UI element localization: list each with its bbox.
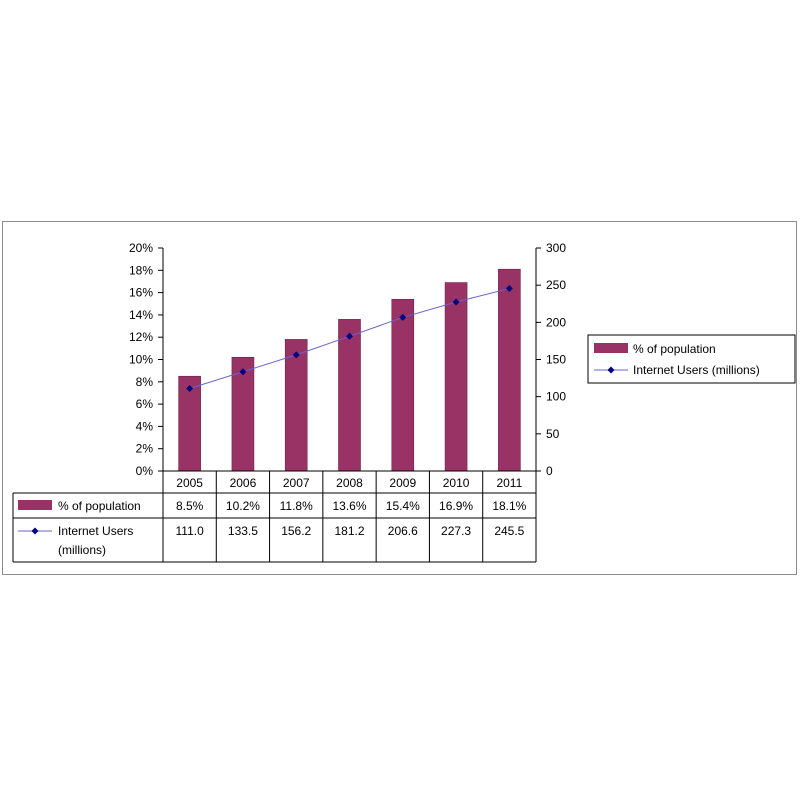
right-tick-label: 300 [546, 241, 566, 255]
legend-label: % of population [633, 342, 716, 356]
chart-svg: 0% 2% 4% 6% 8% 10% 12% 14% 16% 18% 20% 0 50 100 150 20… [12, 241, 796, 563]
table-cell-value: 16.9% [439, 499, 473, 513]
left-tick-label: 16% [129, 286, 153, 300]
left-tick-label: 14% [129, 308, 153, 322]
table-cell-value: 227.3 [441, 524, 471, 538]
legend-bar-key [594, 343, 628, 353]
right-tick-label: 200 [546, 315, 566, 329]
table-cell-value: 10.2% [226, 499, 260, 513]
left-tick-label: 12% [129, 330, 153, 344]
legend: % of population Internet Users (millions) [587, 334, 796, 384]
left-tick-label: 6% [136, 397, 154, 411]
table-cell-value: 181.2 [334, 524, 364, 538]
category-label: 2007 [283, 476, 310, 490]
chart-frame: 0% 2% 4% 6% 8% 10% 12% 14% 16% 18% 20% 0 50 100 150 20… [2, 221, 797, 575]
bar [391, 298, 415, 472]
table-row-label: Internet Users [58, 524, 133, 538]
table-cell-value: 11.8% [280, 499, 313, 513]
table-cell-value: 111.0 [176, 524, 205, 538]
line-marker [505, 285, 513, 293]
table-row-label: (millions) [58, 543, 106, 557]
left-tick-label: 18% [129, 263, 153, 277]
table-cell-value: 13.6% [332, 499, 366, 513]
category-label: 2010 [443, 476, 470, 490]
legend-marker-key [607, 366, 615, 374]
table-cell-value: 156.2 [281, 524, 311, 538]
right-tick-label: 100 [546, 390, 566, 404]
left-tick-label: 0% [136, 464, 154, 478]
data-table: 2005 2006 2007 2008 2009 2010 2011 % of populat… [12, 470, 537, 563]
left-tick-label: 20% [129, 241, 153, 255]
category-label: 2009 [389, 476, 416, 490]
bar [284, 339, 308, 472]
table-cell-value: 245.5 [494, 524, 524, 538]
legend-label: Internet Users (millions) [633, 363, 760, 377]
line-marker [452, 298, 460, 306]
bar [498, 268, 521, 472]
category-label: 2008 [336, 476, 363, 490]
table-marker-key [31, 527, 39, 535]
left-tick-label: 8% [136, 375, 154, 389]
category-label: 2011 [496, 476, 522, 490]
line-marker [346, 332, 353, 340]
left-tick-label: 4% [136, 419, 154, 433]
line-marker [292, 351, 300, 359]
table-cell-value: 15.4% [386, 499, 420, 513]
table-bar-key [18, 500, 52, 510]
category-label: 2005 [176, 476, 203, 490]
right-tick-label: 250 [546, 278, 566, 292]
line-marker [186, 384, 194, 392]
left-y-axis: 0% 2% 4% 6% 8% 10% 12% 14% 16% 18% 20% [129, 241, 164, 478]
category-label: 2006 [230, 476, 257, 490]
bar [338, 319, 361, 472]
table-cell-value: 8.5% [176, 499, 204, 513]
line-marker [239, 368, 247, 376]
table-cell-value: 206.6 [388, 524, 418, 538]
right-tick-label: 50 [546, 427, 560, 441]
right-y-axis: 0 50 100 150 200 250 300 [535, 241, 566, 478]
bar [444, 282, 468, 472]
line-marker [399, 313, 407, 321]
right-tick-label: 0 [546, 464, 553, 478]
table-cell-value: 133.5 [228, 524, 258, 538]
bars-layer [178, 268, 521, 472]
left-tick-label: 10% [129, 353, 153, 367]
left-tick-label: 2% [136, 442, 154, 456]
table-cell-value: 18.1% [492, 499, 526, 513]
right-tick-label: 150 [546, 353, 566, 367]
line-layer [186, 285, 513, 392]
table-row-label: % of population [58, 499, 141, 513]
